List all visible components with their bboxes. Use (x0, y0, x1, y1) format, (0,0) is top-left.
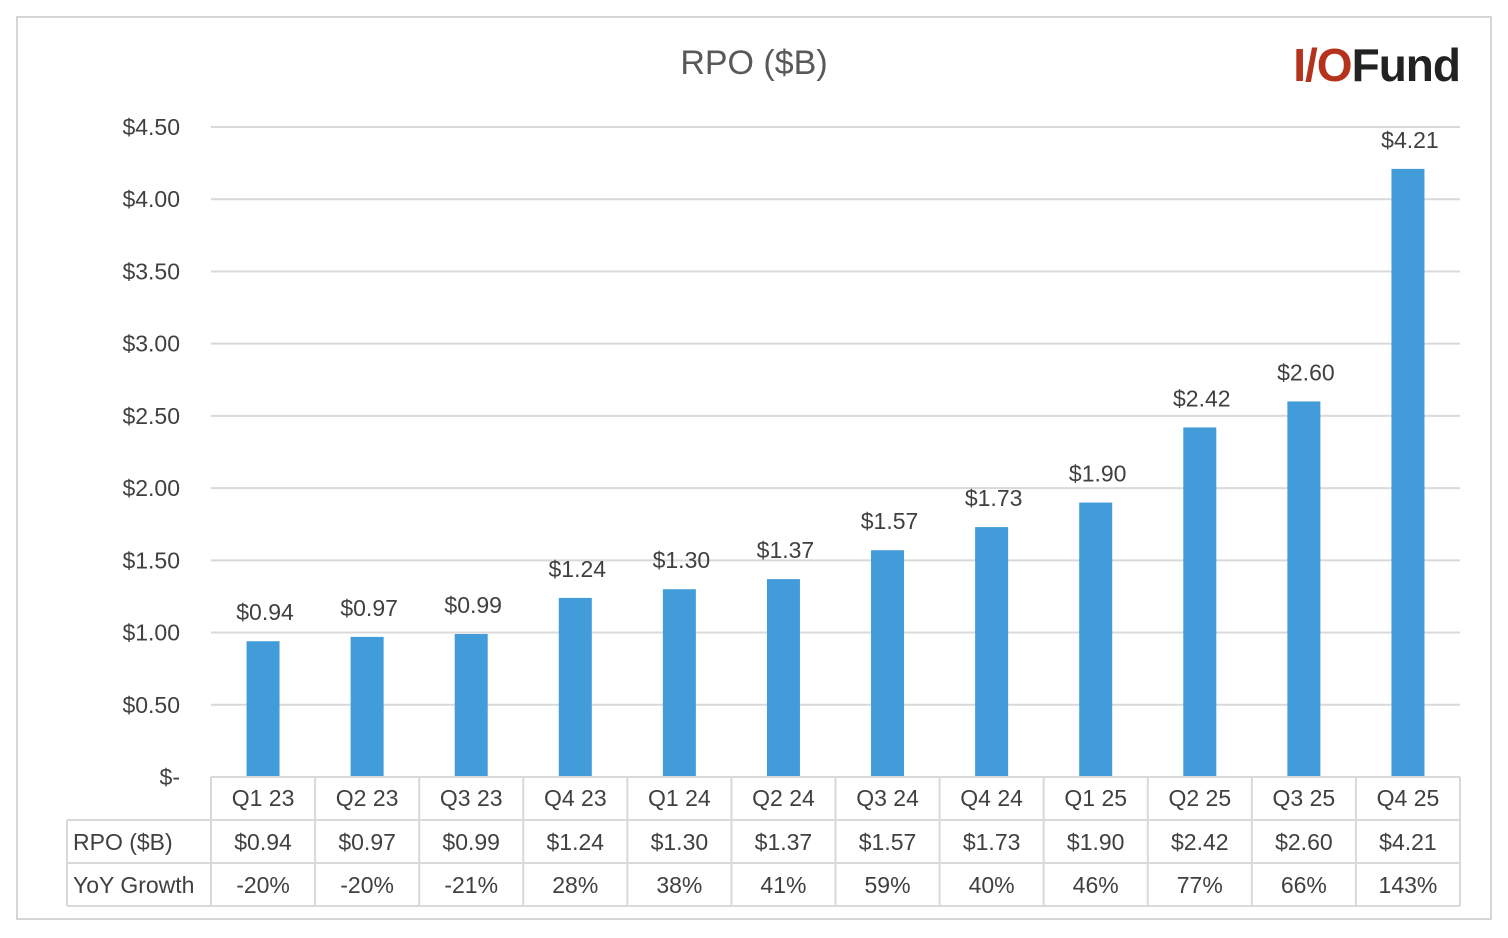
y-tick-label: $4.50 (122, 114, 180, 140)
x-tick-label: Q2 24 (752, 785, 815, 811)
bar (975, 527, 1009, 777)
y-tick-label: $3.00 (122, 331, 180, 357)
table-cell: 66% (1281, 872, 1327, 898)
io-fund-logo: I/OFund (1293, 38, 1461, 92)
logo-part-fund: Fund (1351, 39, 1461, 91)
x-tick-label: Q1 24 (648, 785, 711, 811)
x-tick-label: Q2 25 (1168, 785, 1231, 811)
y-tick-label: $0.50 (122, 692, 180, 718)
data-label: $1.24 (549, 556, 607, 582)
x-tick-label: Q4 23 (544, 785, 607, 811)
x-tick-label: Q3 24 (856, 785, 919, 811)
bar (1079, 502, 1113, 777)
bar (246, 641, 280, 777)
x-tick-label: Q2 23 (336, 785, 399, 811)
bar (558, 597, 592, 777)
y-tick-label: $4.00 (122, 186, 180, 212)
table-cell: $1.57 (859, 829, 917, 855)
data-label: $4.21 (1381, 127, 1439, 153)
logo-part-io: I/O (1293, 39, 1352, 91)
data-label: $0.97 (340, 595, 398, 621)
table-cell: 41% (760, 872, 806, 898)
table-cell: $1.30 (651, 829, 709, 855)
y-tick-label: $- (160, 764, 180, 790)
data-label: $1.73 (965, 485, 1023, 511)
bar (1183, 427, 1217, 777)
table-cell: -21% (444, 872, 498, 898)
table-cell: $2.42 (1171, 829, 1229, 855)
data-label: $2.60 (1277, 359, 1335, 385)
table-cell: -20% (236, 872, 290, 898)
bar (350, 636, 384, 777)
table-cell: $1.37 (755, 829, 813, 855)
y-tick-label: $2.00 (122, 475, 180, 501)
bar (1287, 401, 1321, 777)
x-tick-label: Q4 24 (960, 785, 1023, 811)
table-cell: $1.90 (1067, 829, 1125, 855)
bar (766, 579, 800, 777)
x-tick-label: Q4 25 (1377, 785, 1440, 811)
table-cell: $0.97 (338, 829, 396, 855)
table-cell: 143% (1379, 872, 1438, 898)
table-cell: $1.73 (963, 829, 1021, 855)
y-tick-label: $3.50 (122, 258, 180, 284)
table-row-label: RPO ($B) (73, 829, 173, 855)
data-label: $1.57 (861, 508, 919, 534)
y-tick-label: $2.50 (122, 403, 180, 429)
table-cell: 59% (865, 872, 911, 898)
table-cell: 46% (1073, 872, 1119, 898)
table-cell: $1.24 (547, 829, 605, 855)
data-label: $1.30 (653, 547, 711, 573)
x-tick-label: Q3 23 (440, 785, 503, 811)
data-label: $0.99 (444, 592, 502, 618)
table-cell: 77% (1177, 872, 1223, 898)
bar (871, 550, 905, 777)
bar (662, 589, 696, 777)
table-cell: 40% (969, 872, 1015, 898)
x-tick-label: Q3 25 (1273, 785, 1336, 811)
data-label: $1.37 (757, 537, 815, 563)
y-tick-label: $1.00 (122, 620, 180, 646)
x-tick-label: Q1 23 (232, 785, 295, 811)
y-tick-label: $1.50 (122, 547, 180, 573)
data-label: $1.90 (1069, 461, 1127, 487)
data-label: $0.94 (236, 599, 294, 625)
table-cell: 38% (656, 872, 702, 898)
table-cell: -20% (340, 872, 394, 898)
x-tick-label: Q1 25 (1064, 785, 1127, 811)
data-label: $2.42 (1173, 385, 1231, 411)
bar (1391, 168, 1425, 777)
table-cell: $2.60 (1275, 829, 1333, 855)
bar (454, 634, 488, 777)
table-cell: $0.99 (442, 829, 500, 855)
table-cell: $0.94 (234, 829, 292, 855)
table-row-label: YoY Growth (73, 872, 194, 898)
table-cell: 28% (552, 872, 598, 898)
table-cell: $4.21 (1379, 829, 1437, 855)
chart-title: RPO ($B) (680, 44, 828, 82)
